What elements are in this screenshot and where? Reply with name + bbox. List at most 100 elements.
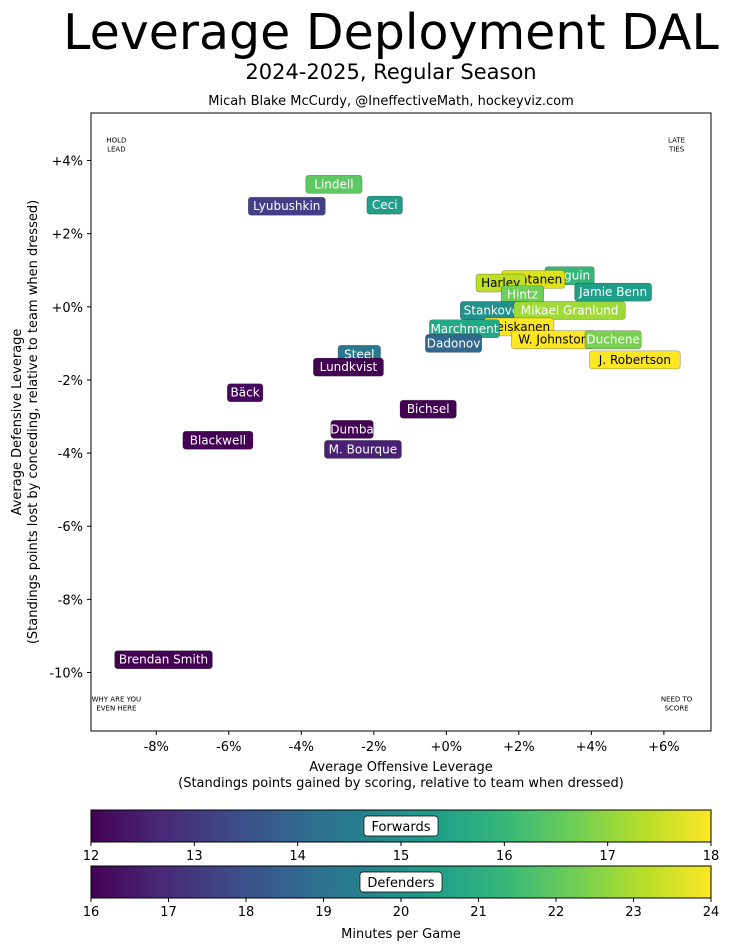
- x-tick-label: -6%: [216, 740, 241, 755]
- point-box: [513, 301, 626, 320]
- x-axis-label: Average Offensive Leverage: [309, 760, 492, 775]
- point-name: Lundkvist: [320, 360, 378, 374]
- colorbars: Forwards 12 13 14 15 16 17 18 Defenders 16 17 18 19 2…: [83, 809, 720, 942]
- point-label: Brendan Smith: [114, 650, 213, 669]
- colorbar-label: Defenders: [367, 876, 434, 891]
- point-name: M. Bourque: [329, 442, 398, 456]
- point-name: Steel: [344, 347, 374, 361]
- point-label: Jamie Benn: [574, 282, 652, 302]
- colorbar-label-box: [363, 815, 439, 837]
- colorbar-tick-label: 13: [186, 849, 203, 864]
- point-label: Bäck: [226, 383, 264, 403]
- colorbar-tick-label: 22: [548, 905, 565, 920]
- chart-credit: Micah Blake McCurdy, @IneffectiveMath, h…: [208, 94, 574, 109]
- colorbar-tick-label: 14: [289, 849, 306, 864]
- x-tick-label: +4%: [576, 740, 608, 755]
- point-box: [324, 440, 402, 459]
- y-axis-label: Average Defensive Leverage: [10, 329, 25, 516]
- y-tick-label: -8%: [58, 593, 83, 608]
- point-box: [114, 650, 213, 669]
- corner-label-bottom-left: WHY ARE YOU EVEN HERE: [92, 696, 142, 713]
- point-box: [305, 175, 363, 194]
- point-name: Bichsel: [407, 402, 450, 416]
- point-name: Hintz: [507, 288, 538, 302]
- point-box: [313, 357, 384, 377]
- point-name: Dadonov: [427, 336, 481, 350]
- point-name: Blackwell: [190, 433, 246, 447]
- point-name: Mikael Granlund: [521, 303, 619, 317]
- corner-label-bottom-right: NEED TO SCORE: [661, 696, 693, 713]
- point-name: Brendan Smith: [119, 653, 208, 667]
- point-label: Mikael Granlund: [513, 301, 626, 320]
- point-label: W. Johnston: [511, 330, 596, 350]
- point-label: J. Robertson: [589, 350, 681, 370]
- x-tick-label: -4%: [289, 740, 314, 755]
- chart-title: Leverage Deployment DAL: [63, 4, 719, 61]
- chart-subtitle: 2024-2025, Regular Season: [245, 60, 537, 84]
- point-name: Dumba: [330, 422, 374, 436]
- y-tick-label: +0%: [51, 301, 83, 316]
- point-name: Lyubushkin: [253, 199, 320, 213]
- x-tick-label: +2%: [503, 740, 535, 755]
- x-tick-label: +0%: [431, 740, 463, 755]
- point-name: Duchene: [586, 333, 639, 347]
- corner-label-top-right: LATE TIES: [668, 136, 685, 153]
- colorbar-tick-label: 17: [160, 905, 177, 920]
- colorbar-tick-label: 12: [83, 849, 100, 864]
- colorbar-tick-label: 23: [625, 905, 642, 920]
- point-label: Lyubushkin: [247, 196, 326, 216]
- point-label: Ceci: [366, 195, 403, 215]
- point-label: Dadonov: [425, 334, 483, 353]
- y-tick-label: -10%: [49, 666, 83, 681]
- colorbar-tick-label: 18: [703, 849, 720, 864]
- point-name: Lindell: [314, 177, 353, 191]
- y-tick-label: -2%: [58, 374, 83, 389]
- point-name: Marchment: [430, 322, 498, 336]
- colorbar-tick-label: 19: [315, 905, 332, 920]
- colorbar-label: Forwards: [371, 820, 430, 835]
- y-axis: +4% +2% +0% -2% -4% -6% -8% -10% Average Defensi…: [10, 155, 91, 681]
- point-label: Lindell: [305, 175, 363, 194]
- colorbar-tick-label: 21: [470, 905, 487, 920]
- x-tick-label: +6%: [648, 740, 680, 755]
- point-box: [399, 399, 457, 419]
- x-axis-sublabel: (Standings points gained by scoring, rel…: [178, 776, 624, 791]
- point-name: Jamie Benn: [578, 285, 647, 299]
- point-label: Lundkvist: [313, 357, 384, 377]
- x-axis: -8% -6% -4% -2% +0% +2% +4% +6% Average Offensiv…: [144, 731, 680, 791]
- point-box: [425, 334, 483, 353]
- point-label: Dumba: [330, 420, 374, 439]
- point-box: [574, 282, 652, 302]
- point-box: [584, 330, 642, 350]
- corner-label-top-left: HOLD LEAD: [106, 136, 126, 153]
- point-name: J. Robertson: [598, 353, 671, 367]
- point-label: Blackwell: [182, 430, 254, 450]
- colorbar-tick-label: 17: [599, 849, 616, 864]
- y-axis-sublabel: (Standings points lost by conceding, rel…: [26, 200, 41, 644]
- colorbar-axis-label: Minutes per Game: [341, 927, 461, 942]
- plot-area: HOLD LEAD LATE TIES WHY ARE YOU EVEN HERE NEED…: [90, 112, 712, 732]
- point-name: W. Johnston: [518, 333, 588, 347]
- colorbar-tick-label: 16: [496, 849, 513, 864]
- point-label: Bichsel: [399, 399, 457, 419]
- point-box: [366, 195, 403, 215]
- y-tick-label: +4%: [51, 155, 83, 170]
- y-tick-label: -6%: [58, 520, 83, 535]
- point-name: Bäck: [231, 386, 260, 400]
- point-name: Heiskanen: [487, 320, 550, 334]
- plot-frame: [90, 112, 712, 732]
- point-box: [182, 430, 254, 450]
- y-tick-label: +2%: [51, 228, 83, 243]
- x-tick-label: -2%: [361, 740, 386, 755]
- y-tick-label: -4%: [58, 447, 83, 462]
- point-label: Hintz: [500, 285, 545, 305]
- point-box: [247, 196, 326, 216]
- point-name: Stankoven: [464, 303, 527, 317]
- point-name: Ceci: [372, 198, 398, 212]
- point-box: [589, 350, 681, 370]
- colorbar-tick-label: 16: [83, 905, 100, 920]
- point-box: [330, 420, 374, 439]
- point-box: [226, 383, 264, 403]
